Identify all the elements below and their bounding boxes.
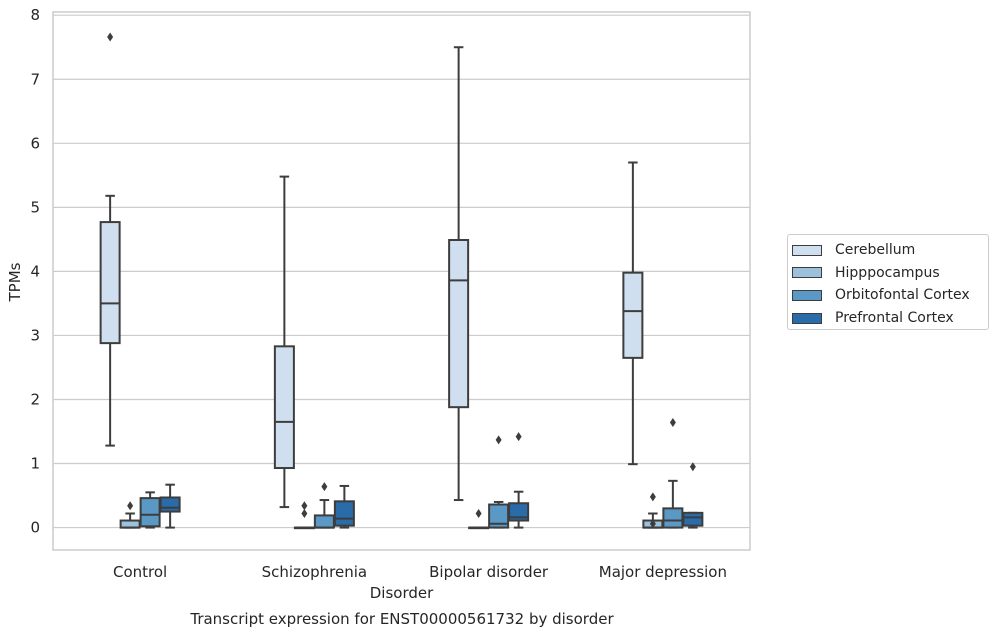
y-tick-label: 2 (30, 390, 40, 408)
box-3-0 (159, 483, 181, 529)
figure-caption: Transcript expression for ENST0000056173… (190, 610, 614, 628)
y-tick-label: 4 (30, 262, 40, 280)
box-1-1 (293, 501, 315, 530)
outlier-point (301, 508, 308, 518)
legend-swatch (792, 267, 822, 279)
outlier-point (689, 462, 696, 472)
y-axis-label: TPMs (6, 262, 24, 302)
outlier-point (495, 435, 502, 445)
legend-item: Cerebellum (792, 239, 988, 262)
box-2-2 (488, 435, 510, 529)
legend-item: Hipppocampus (792, 262, 988, 285)
x-axis-ticks: Control Schizophrenia Bipolar disorder Majo… (113, 563, 727, 581)
legend-swatch (792, 289, 822, 301)
box-3-2 (508, 432, 530, 529)
box-body (682, 511, 704, 527)
box-body (119, 519, 141, 529)
box-0-1 (273, 175, 295, 509)
box-body (313, 514, 335, 529)
outlier-point (321, 482, 328, 492)
legend: Cerebellum Hipppocampus Orbitofontal Corte… (787, 234, 989, 330)
y-tick-label: 7 (30, 70, 40, 88)
y-tick-label: 1 (30, 455, 40, 473)
box-body (448, 239, 470, 409)
x-tick-label: Bipolar disorder (429, 563, 549, 581)
y-tick-label: 3 (30, 326, 40, 344)
legend-label: Hipppocampus (835, 264, 940, 281)
y-tick-label: 8 (30, 6, 40, 24)
box-body (662, 507, 684, 529)
legend-swatch (792, 244, 822, 256)
legend-item: Prefrontal Cortex (792, 307, 988, 330)
box-2-3 (662, 418, 684, 529)
box-2-1 (313, 482, 335, 529)
gridlines (53, 14, 750, 529)
outlier-point (107, 32, 114, 42)
legend-item: Orbitofontal Cortex (792, 284, 988, 307)
box-body (508, 502, 530, 522)
box-3-3 (682, 462, 704, 529)
outlier-point (649, 492, 656, 502)
box-body (273, 345, 295, 470)
boxes (99, 32, 704, 530)
outlier-point (515, 432, 522, 442)
y-tick-label: 6 (30, 134, 40, 152)
box-1-0 (119, 501, 141, 529)
legend-swatch (792, 312, 822, 324)
outlier-point (127, 501, 134, 511)
x-tick-label: Control (113, 563, 167, 581)
outlier-point (669, 418, 676, 428)
legend-label: Orbitofontal Cortex (835, 287, 970, 304)
box-body (99, 221, 121, 345)
x-tick-label: Schizophrenia (262, 563, 367, 581)
plot-area-frame (52, 11, 751, 551)
outlier-point (475, 508, 482, 518)
y-tick-label: 0 (30, 519, 40, 537)
legend-label: Prefrontal Cortex (835, 310, 954, 327)
box-body (333, 500, 355, 527)
y-tick-label: 5 (30, 198, 40, 216)
box-0-2 (448, 46, 470, 502)
box-body (159, 496, 181, 513)
legend-label: Cerebellum (835, 242, 916, 259)
box-0-0 (99, 32, 121, 447)
x-axis-label: Disorder (370, 584, 434, 602)
x-tick-label: Major depression (599, 563, 727, 581)
box-1-3 (642, 492, 664, 529)
box-3-1 (333, 484, 355, 529)
outlier-point (301, 501, 308, 511)
y-axis-ticks: 0 1 2 3 4 5 6 7 8 (30, 6, 40, 536)
box-1-2 (468, 508, 490, 530)
box-body (139, 497, 161, 528)
outlier-point (649, 519, 656, 529)
box-body (622, 271, 644, 359)
box-0-3 (622, 161, 644, 466)
box-2-0 (139, 491, 161, 529)
